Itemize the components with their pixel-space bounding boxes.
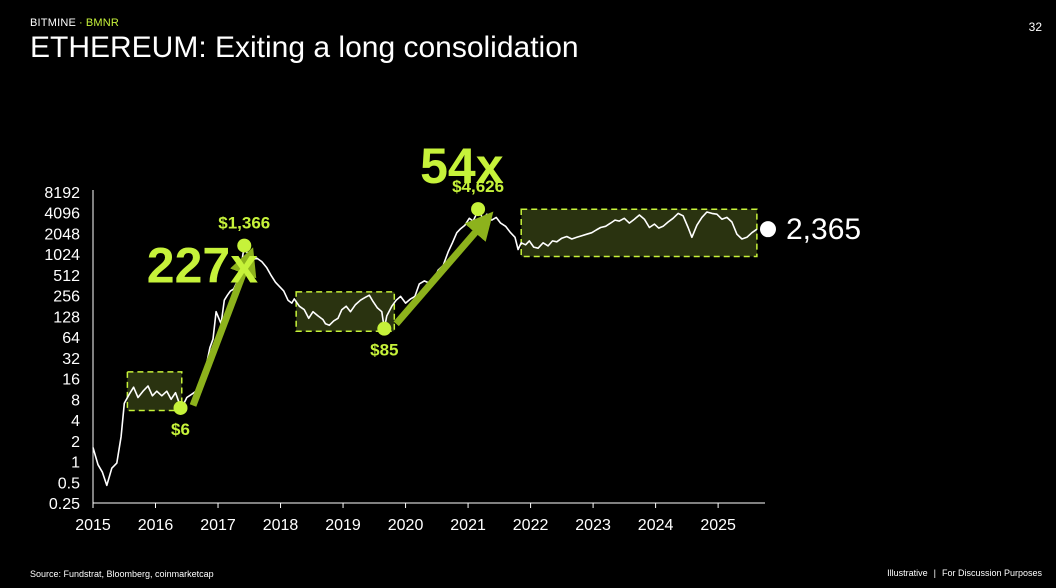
price-marker	[377, 321, 392, 336]
y-tick-label: 4	[71, 413, 80, 430]
y-tick-label: 2	[71, 434, 80, 451]
x-tick-label: 2024	[638, 517, 674, 534]
y-tick-label: 2048	[44, 226, 80, 243]
disclaimer: Illustrative | For Discussion Purposes	[887, 568, 1042, 578]
consolidation-box	[126, 371, 183, 412]
brand-separator: ·	[79, 17, 83, 29]
consolidation-box	[520, 208, 758, 258]
price-marker-label: $1,366	[218, 214, 270, 233]
y-tick-label: 0.5	[58, 475, 80, 492]
price-marker	[173, 400, 188, 415]
last-price-label: 2,365	[786, 213, 861, 246]
y-tick-label: 1024	[44, 247, 80, 264]
y-tick-label: 8192	[44, 185, 80, 202]
price-marker-label: $85	[370, 341, 398, 360]
multiple-label: 54x	[420, 138, 504, 194]
x-tick-label: 2018	[263, 517, 299, 534]
y-tick-label: 32	[62, 351, 80, 368]
disclaimer-discussion: For Discussion Purposes	[941, 568, 1042, 578]
x-tick-label: 2022	[513, 517, 549, 534]
price-marker-label: $4,626	[452, 177, 504, 196]
price-marker	[237, 238, 252, 253]
x-tick-label: 2021	[450, 517, 486, 534]
x-tick-label: 2017	[200, 517, 236, 534]
y-tick-label: 0.25	[49, 496, 80, 513]
multiple-label: 227x	[147, 237, 258, 293]
last-price-marker	[760, 221, 776, 238]
y-tick-label: 512	[53, 268, 80, 285]
y-tick-label: 128	[53, 309, 80, 326]
disclaimer-separator: |	[933, 568, 936, 578]
trend-arrow	[189, 247, 257, 407]
price-marker-label: $6	[171, 420, 190, 439]
brand-ticker: BMNR	[85, 17, 120, 29]
y-tick-label: 16	[62, 372, 80, 389]
brand-name: BITMINE	[30, 17, 77, 29]
x-tick-label: 2023	[575, 517, 611, 534]
x-tick-label: 2025	[700, 517, 736, 534]
y-tick-label: 256	[53, 289, 80, 306]
x-tick-label: 2016	[138, 517, 174, 534]
x-tick-label: 2015	[75, 517, 111, 534]
eth-price-chart: 8192 4096 2048 1024 512 256 128 64 32 16 8 4 2 1 0.5 0.…	[44, 138, 861, 534]
y-tick-label: 1	[71, 455, 80, 472]
page-title: ETHEREUM: Exiting a long consolidation	[30, 31, 579, 64]
y-tick-label: 64	[62, 330, 80, 347]
disclaimer-illustrative: Illustrative	[887, 568, 928, 578]
x-tick-label: 2020	[388, 517, 424, 534]
brand-logo: BITMINE · BMNR	[30, 17, 119, 29]
price-marker	[471, 202, 486, 217]
y-tick-label: 8	[71, 392, 80, 409]
source-note: Source: Fundstrat, Bloomberg, coinmarket…	[30, 569, 214, 579]
x-tick-label: 2019	[325, 517, 361, 534]
trend-arrow	[393, 211, 494, 327]
page-number: 32	[1028, 20, 1042, 34]
y-tick-label: 4096	[44, 206, 80, 223]
